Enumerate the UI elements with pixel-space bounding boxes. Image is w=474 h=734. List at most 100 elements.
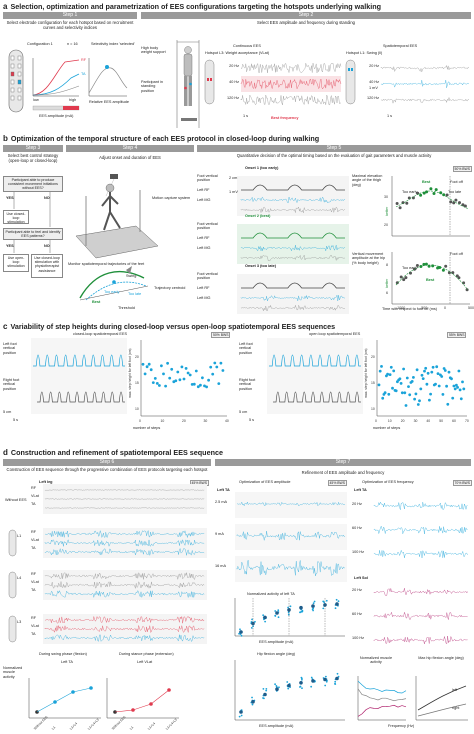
amp-val-0: 2.5 mA	[215, 500, 228, 504]
d6-emg-1-2	[44, 548, 205, 556]
d6-emg-1-0	[44, 529, 205, 538]
step1-text: Select electrode configuration for each …	[6, 20, 134, 30]
use-closed-box: Use closed-loop stimulation	[3, 210, 29, 224]
step-height-point	[211, 372, 215, 376]
scatter-y-tick-bottom: 6	[386, 291, 388, 295]
d6-x-tick: Without EES	[33, 715, 49, 731]
vert-amp-label: Vertical movement amplitude at the hip (…	[352, 252, 386, 265]
step-height-point	[420, 373, 424, 377]
scale-2cm: 2 cm	[229, 176, 238, 180]
step-height-point	[188, 373, 192, 377]
freq-val-5: 100 Hz	[352, 636, 365, 640]
fit-curve-0	[395, 190, 469, 209]
best-frequency-label: Best frequency	[271, 116, 299, 120]
d7a-hip-point	[300, 676, 303, 679]
timing-point	[452, 201, 456, 205]
step-height-point	[424, 366, 428, 370]
left-ta-amp: Left TA	[217, 488, 230, 492]
rf-trace-2	[240, 294, 346, 302]
mg-trace-2	[240, 304, 346, 312]
step4-bar: Step 4	[66, 145, 194, 152]
timing-point	[415, 264, 419, 267]
onset1-rf-label: Left RF	[197, 188, 210, 192]
d7a-act-point	[274, 610, 277, 612]
emg-vlat-3: VLat	[31, 624, 39, 628]
config-label: Configuration 1	[27, 42, 53, 46]
step-height-point	[377, 383, 381, 387]
step-height-point	[446, 402, 450, 406]
d7a-hip-point	[325, 680, 328, 683]
step7-freq-plot	[357, 501, 468, 721]
step-height-point	[445, 384, 448, 388]
too-late-top: Too late	[448, 190, 462, 194]
scatter-x-tick: -500	[420, 306, 427, 310]
step-height-point	[182, 377, 186, 381]
d7a-hip-mean	[311, 679, 315, 683]
c-x-tick: 0	[139, 419, 141, 423]
step-height-point	[443, 369, 447, 372]
step-height-point	[461, 380, 464, 384]
step-height-point	[378, 369, 382, 373]
d6-emg-0-1	[44, 498, 205, 500]
time-scale-a2: 1 s	[387, 114, 393, 118]
step-height-point	[205, 385, 209, 389]
norm-muscle-d7: Normalized muscle activity	[359, 656, 393, 665]
step-height-point	[425, 382, 429, 386]
threshold-label: Threshold	[118, 306, 135, 310]
without-ees-label: Without EES	[5, 498, 27, 502]
d7a-hip-point	[310, 676, 313, 679]
left-curve-label: left	[452, 688, 458, 692]
d7a-act-point	[337, 600, 340, 603]
step-height-point	[436, 372, 440, 375]
panel-d-title: d Construction and refinement of spatiote…	[3, 448, 223, 457]
d7f-sol-emg-2	[373, 635, 468, 645]
d6-emg-3-1	[44, 625, 205, 633]
scatter-x-tick: 500	[468, 306, 474, 310]
step-height-point	[430, 370, 434, 374]
step-height-point	[141, 362, 145, 366]
c-x-tick: 30	[414, 419, 418, 423]
step-height-point	[180, 365, 184, 369]
scale-5s-c1: 5 s	[13, 418, 19, 422]
d6-x-tick: L1+L4	[147, 721, 156, 730]
step-height-point	[151, 381, 155, 384]
too-early-top: Too early	[402, 190, 418, 194]
timing-point	[402, 278, 406, 282]
d7a-hip-point	[299, 686, 301, 688]
step-height-point	[190, 383, 194, 386]
d7a-act-mean	[275, 611, 279, 615]
step7-text: Refinement of EES amplitude and frequenc…	[301, 470, 385, 475]
timing-scatter-plot: better better -1000 -500 0 500 20 30 6 8	[384, 176, 474, 310]
q2-no: NO	[44, 244, 50, 248]
mg-trace-1	[240, 254, 346, 262]
step-height-point	[456, 386, 459, 389]
step-height-point	[196, 385, 200, 389]
step-height-point	[416, 403, 420, 406]
d7a-hip-mean	[263, 692, 267, 697]
step-height-point	[421, 377, 425, 380]
step-height-point	[160, 364, 163, 368]
ta-label: TA	[81, 72, 86, 76]
step-height-point	[164, 384, 168, 388]
use-closed-physio-box: Use closed-loop stimulation with physiot…	[31, 254, 63, 278]
d7a-hip-point	[336, 672, 339, 675]
emg-trace-spatiotemporal-1	[380, 79, 470, 88]
d7a-act-point	[250, 627, 253, 629]
d7a-bg-0	[235, 492, 347, 518]
d6-x-tick: L1	[51, 725, 56, 730]
left-foot-trace-0	[33, 354, 125, 367]
norm-muscle-d6: Normalized muscle activity	[3, 666, 23, 679]
timing-point	[451, 271, 455, 275]
scale-5s-c2: 5 s	[249, 418, 255, 422]
timing-point	[398, 206, 402, 210]
step-height-point	[403, 391, 407, 395]
d7a-act-point	[238, 632, 240, 635]
ees-amp-axis: EES amplitude (mA)	[39, 114, 74, 118]
emg-trace-continuous-0	[240, 62, 342, 73]
d7a-hip-point	[301, 687, 303, 690]
d7a-act-point	[335, 598, 338, 601]
foot-off-top: Foot off	[450, 180, 463, 184]
better-label-1: better	[385, 278, 389, 288]
emg-vlat-1: VLat	[31, 538, 39, 542]
too-early-short: Too early	[104, 290, 120, 294]
